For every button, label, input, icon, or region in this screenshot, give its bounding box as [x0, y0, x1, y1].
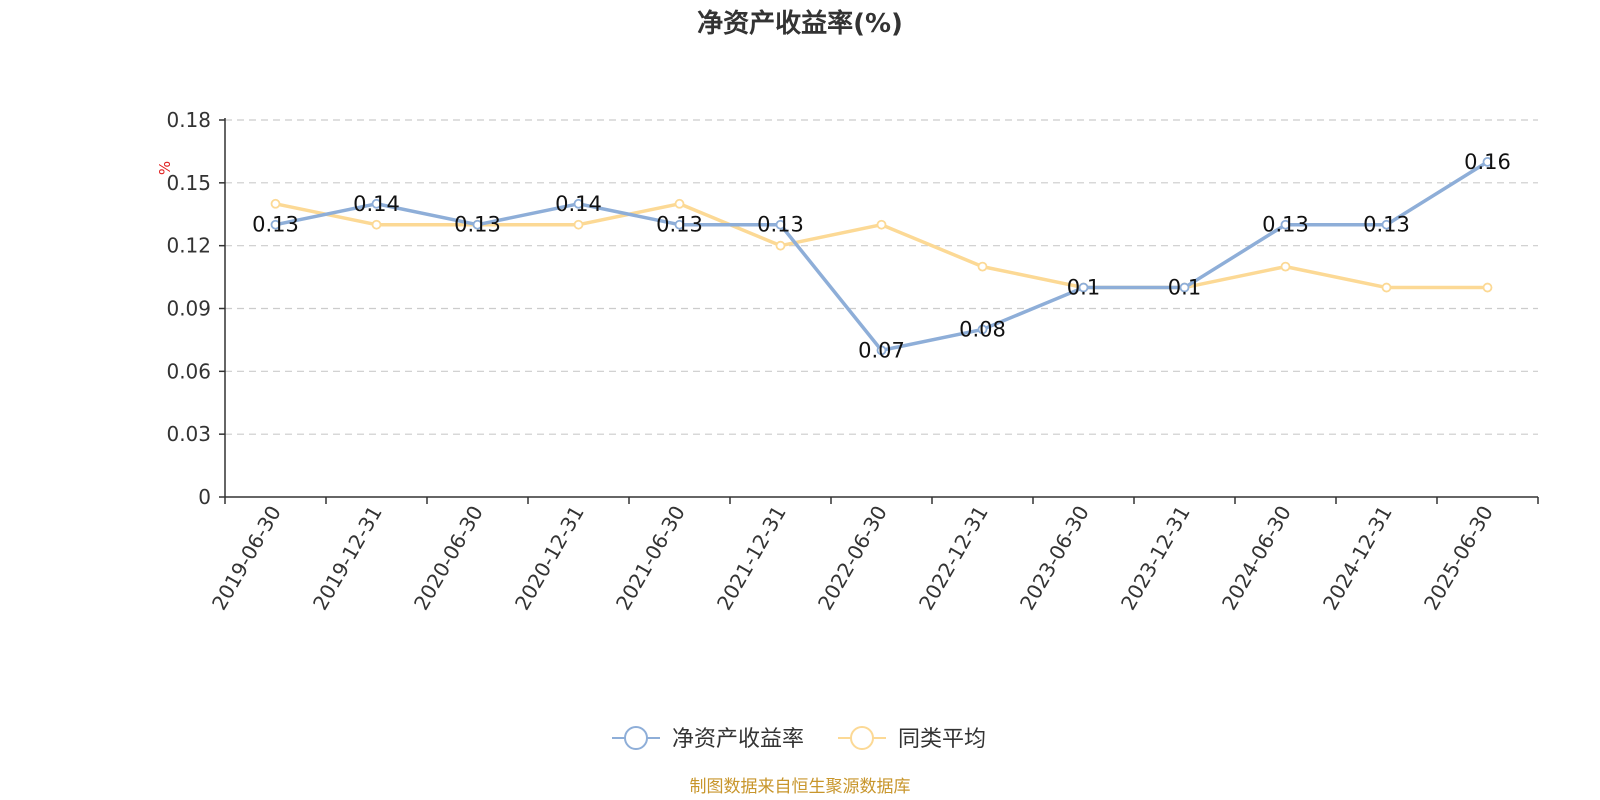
data-label: 0.16	[1464, 150, 1511, 174]
x-tick-label: 2023-12-31	[1116, 502, 1195, 615]
data-label: 0.1	[1168, 276, 1201, 300]
data-label: 0.13	[1262, 213, 1309, 237]
data-label: 0.13	[252, 213, 299, 237]
data-label: 0.08	[959, 317, 1006, 341]
legend: 净资产收益率 同类平均	[612, 726, 986, 752]
data-point-roe	[472, 219, 483, 230]
x-tick-label: 2024-06-30	[1217, 502, 1296, 615]
x-tick-label: 2022-06-30	[813, 502, 892, 615]
data-label: 0.13	[454, 213, 501, 237]
legend-item-roe-marker	[624, 726, 648, 750]
x-tick-label: 2024-12-31	[1318, 502, 1397, 615]
data-point-peer-average	[371, 219, 382, 230]
y-axis-unit: %	[156, 161, 174, 175]
legend-item-peer-average-label: 同类平均	[898, 727, 986, 752]
data-point-peer-average	[876, 219, 887, 230]
data-point-roe	[775, 219, 786, 230]
y-tick-label: 0.12	[166, 234, 211, 258]
x-tick-label: 2021-06-30	[611, 502, 690, 615]
data-point-peer-average	[977, 261, 988, 272]
data-point-peer-average	[1381, 282, 1392, 293]
y-tick-label: 0.06	[166, 359, 211, 383]
y-tick-label: 0.09	[166, 297, 211, 321]
data-point-roe	[977, 324, 988, 335]
x-tick-label: 2020-12-31	[510, 502, 589, 615]
data-point-roe	[1179, 282, 1190, 293]
y-tick-label: 0.15	[166, 171, 211, 195]
data-point-roe	[573, 198, 584, 209]
data-label: 0.13	[656, 213, 703, 237]
y-tick-label: 0.18	[166, 108, 211, 132]
x-tick-label: 2021-12-31	[712, 502, 791, 615]
data-point-roe	[876, 345, 887, 356]
data-point-peer-average	[674, 198, 685, 209]
data-point-peer-average	[270, 198, 281, 209]
x-tick-label: 2023-06-30	[1015, 502, 1094, 615]
legend-item-peer-average-marker	[850, 726, 874, 750]
data-point-roe	[270, 219, 281, 230]
chart-title: 净资产收益率(%)	[697, 8, 903, 39]
data-point-roe	[1280, 219, 1291, 230]
y-tick-label: 0	[198, 485, 211, 509]
x-tick-label: 2022-12-31	[914, 502, 993, 615]
x-tick-label: 2019-12-31	[308, 502, 387, 615]
data-point-roe	[371, 198, 382, 209]
axis-layer: 0 0.03 0.06 0.09 0.12 0.15 0.18 2019-06-30 2019-…	[166, 108, 1539, 615]
data-point-peer-average	[775, 240, 786, 251]
data-label: 0.14	[555, 192, 602, 216]
legend-item-roe-label: 净资产收益率	[672, 727, 804, 752]
data-point-roe	[1482, 156, 1493, 167]
data-label: 0.07	[858, 338, 905, 362]
data-point-roe	[674, 219, 685, 230]
data-label: 0.14	[353, 192, 400, 216]
y-tick-label: 0.03	[166, 422, 211, 446]
x-tick-label: 2025-06-30	[1419, 502, 1498, 615]
data-source-note: 制图数据来自恒生聚源数据库	[690, 777, 911, 797]
data-point-roe	[1078, 282, 1089, 293]
series-line-roe	[275, 160, 1489, 353]
series-layer	[270, 156, 1493, 356]
data-label: 0.13	[1363, 213, 1410, 237]
data-point-roe	[1381, 219, 1392, 230]
data-point-peer-average	[1482, 282, 1493, 293]
label-layer: 0.13 0.14 0.13 0.14 0.13 0.13 0.07 0.08 0.1 0.1 0.…	[252, 150, 1511, 363]
data-label: 0.13	[757, 213, 804, 237]
data-point-peer-average	[1280, 261, 1291, 272]
grid-layer	[225, 119, 1538, 435]
data-label: 0.1	[1067, 276, 1100, 300]
x-tick-label: 2019-06-30	[207, 502, 286, 615]
data-point-peer-average	[573, 219, 584, 230]
x-tick-label: 2020-06-30	[409, 502, 488, 615]
